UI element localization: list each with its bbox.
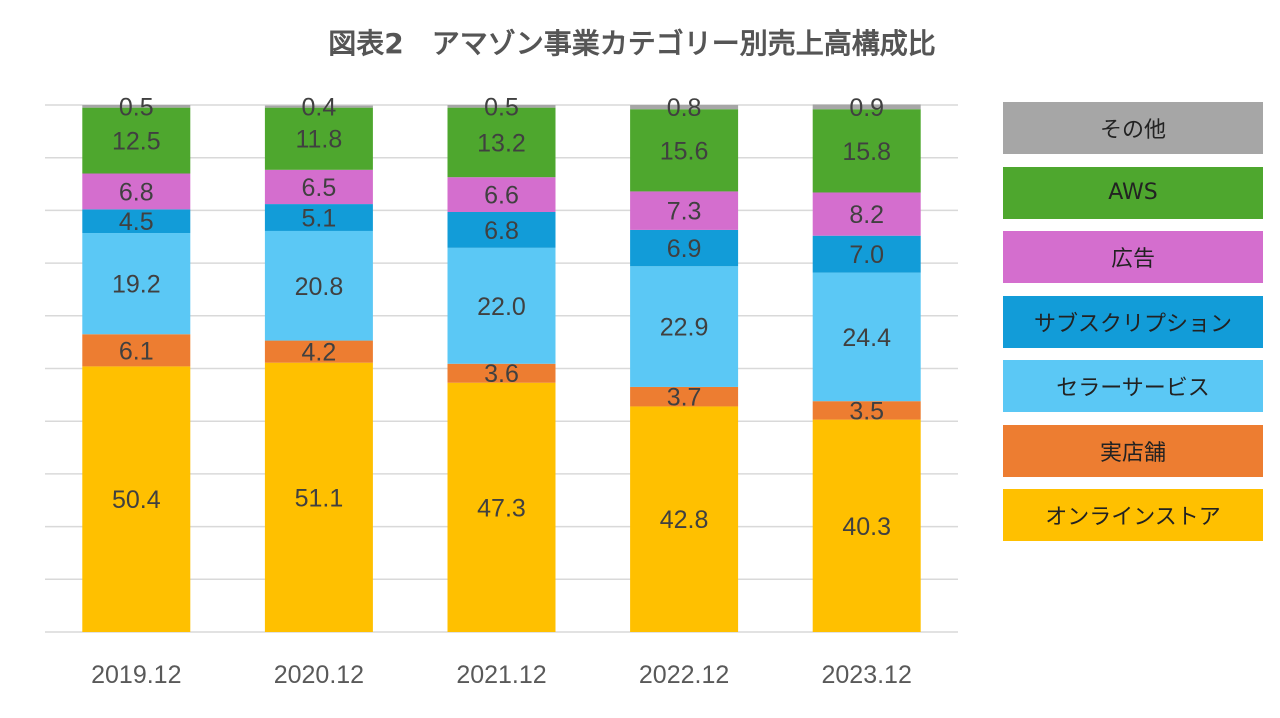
legend-item: その他 (1003, 102, 1263, 154)
legend-item: 実店舗 (1003, 424, 1263, 477)
data-label: 6.8 (484, 217, 519, 245)
bar-segment (630, 386, 739, 407)
data-label: 3.7 (667, 384, 702, 412)
chart-title: 図表2 アマゾン事業カテゴリー別売上高構成比 (328, 27, 936, 60)
data-label: 4.2 (302, 339, 337, 367)
data-label: 11.8 (295, 126, 342, 154)
x-tick-label: 2019.12 (91, 661, 181, 689)
bar-segment (264, 105, 373, 108)
x-tick-label: 2023.12 (822, 661, 912, 689)
data-label: 0.5 (484, 93, 519, 121)
data-label: 0.8 (667, 94, 702, 122)
bar-segment (812, 401, 921, 420)
bar-segment (812, 104, 921, 110)
data-label: 22.9 (660, 314, 709, 342)
data-label: 6.1 (119, 337, 154, 365)
legend-item: オンラインストア (1003, 489, 1263, 541)
bar-segment (82, 334, 191, 367)
bar-segment (630, 191, 739, 230)
bar-segment (630, 229, 739, 267)
data-label: 0.9 (849, 94, 884, 122)
data-label: 13.2 (477, 129, 526, 157)
bar-segment (812, 272, 921, 402)
bar-segment (812, 192, 921, 236)
data-label: 15.8 (842, 138, 891, 166)
bar-segment (812, 235, 921, 273)
data-label: 15.6 (660, 137, 709, 165)
data-label: 3.5 (849, 397, 884, 425)
data-label: 6.9 (667, 235, 702, 263)
x-tick-label: 2022.12 (639, 661, 729, 689)
bar-segment (82, 173, 191, 210)
data-label: 0.5 (119, 93, 154, 121)
data-label: 6.6 (484, 182, 519, 210)
bar-segment (812, 109, 921, 193)
bar-segment (264, 204, 373, 231)
bar-segment (812, 419, 921, 632)
bar-segment (264, 169, 373, 205)
data-label: 19.2 (112, 271, 161, 299)
bar-segment (82, 107, 191, 174)
bar-segment (630, 266, 739, 387)
data-label: 6.8 (119, 178, 154, 206)
bar-segment (82, 366, 191, 632)
stacked-bar-chart: 50.46.119.24.56.812.50.52019.1251.14.220… (45, 93, 958, 689)
legend: その他 AWS 広告サブスクリプション セラーサービス 実店舗オンラインストア (1003, 102, 1263, 554)
data-label: 5.1 (302, 205, 337, 233)
bar-segment (447, 382, 556, 632)
bar-segment (630, 406, 739, 632)
bar-segment (630, 105, 739, 110)
data-label: 7.3 (667, 198, 702, 226)
bar-segment (264, 230, 373, 341)
legend-item: 広告 (1003, 231, 1263, 283)
data-label: 42.8 (660, 506, 709, 534)
legend-item: サブスクリプション (1003, 295, 1263, 348)
bar-segment (630, 109, 739, 192)
bar-segment (264, 107, 373, 170)
data-label: 22.0 (477, 293, 526, 321)
data-label: 6.5 (302, 174, 337, 202)
data-label: 47.3 (477, 494, 526, 522)
data-label: 0.4 (302, 94, 337, 122)
x-tick-label: 2020.12 (274, 661, 364, 689)
data-label: 12.5 (112, 128, 161, 156)
legend-item: AWS (1003, 166, 1263, 219)
bar-segment (264, 362, 373, 632)
data-label: 8.2 (849, 201, 884, 229)
data-label: 40.3 (842, 513, 891, 541)
data-label: 20.8 (295, 273, 344, 301)
data-label: 7.0 (849, 241, 884, 269)
bar-segment (264, 340, 373, 363)
bar-segment (447, 177, 556, 212)
bar-segment (82, 209, 191, 234)
bar-segment (82, 233, 191, 335)
data-label: 24.4 (842, 324, 891, 352)
x-tick-label: 2021.12 (456, 661, 546, 689)
data-label: 50.4 (112, 486, 161, 514)
legend-item: セラーサービス (1003, 360, 1263, 412)
bar-segment (447, 363, 556, 383)
bar-segment (447, 105, 556, 108)
bar-segment (82, 105, 191, 108)
data-label: 51.1 (295, 484, 344, 512)
bar-segment (447, 211, 556, 248)
data-label: 4.5 (119, 208, 154, 236)
bar-segment (447, 247, 556, 364)
bar-segment (447, 107, 556, 178)
data-label: 3.6 (484, 360, 519, 388)
